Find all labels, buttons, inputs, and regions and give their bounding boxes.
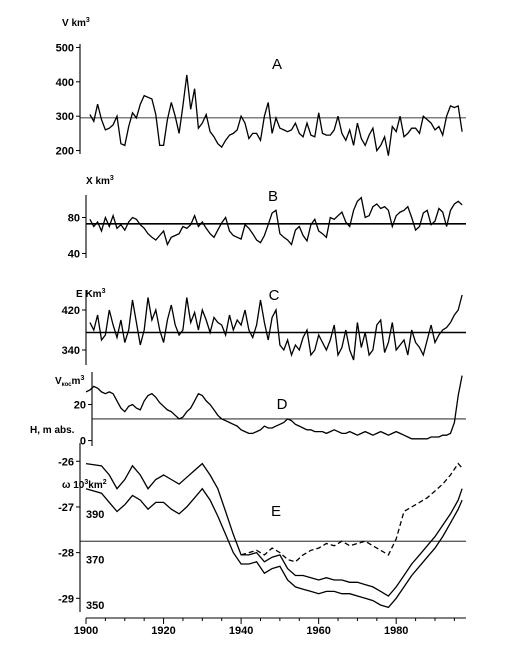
h-tick-label: 350 (86, 600, 104, 612)
y-tick-label: 420 (62, 305, 80, 317)
panel-a: 200 300 400 500 A (56, 42, 466, 158)
h-tick-label: 390 (86, 509, 104, 521)
y-tick-label: 500 (56, 42, 74, 54)
label-superscript: 3 (84, 479, 88, 486)
y-tick-label: -29 (58, 593, 74, 605)
y-tick-label: 40 (68, 249, 80, 261)
panel-c: 340 420 C (62, 287, 466, 365)
x-tick-label: 1940 (229, 625, 253, 637)
y-axis-title-d-secondary: H, m abs. (30, 425, 75, 436)
series-line-1 (89, 74, 463, 156)
h-tick-label: 370 (86, 554, 104, 566)
label-part: ω 10 (62, 480, 85, 491)
series-line-dashed (240, 462, 463, 563)
series-line-2 (85, 487, 463, 609)
y-tick-label: -27 (58, 502, 74, 514)
label-part: km (88, 480, 103, 491)
label-part: 3 (86, 17, 90, 24)
label-part: m (72, 376, 81, 387)
series-line-1 (89, 294, 463, 361)
y-tick-label: 340 (62, 345, 80, 357)
label-superscript: 3 (80, 375, 84, 382)
x-tick-label: 1900 (74, 625, 98, 637)
y-axis-title-e: ω 103km2 (62, 479, 107, 491)
y-tick-label: 300 (56, 111, 74, 123)
y-tick-label: 200 (56, 146, 74, 158)
panel-letter-d: D (277, 396, 288, 413)
y-tick-label: -28 (58, 548, 74, 560)
y-tick-label: 400 (56, 77, 74, 89)
label-part: E Km (76, 289, 102, 300)
panel-letter-c: C (269, 287, 280, 304)
x-tick-label: 1980 (384, 625, 408, 637)
label-subscript: кос (62, 382, 73, 388)
panel-letter-b: B (268, 188, 278, 205)
y-axis-title-b: X km3 (86, 175, 114, 187)
panel-letter-a: A (272, 56, 282, 73)
y-tick-label: -26 (58, 456, 74, 468)
label-superscript: 2 (103, 479, 107, 486)
panel-e: -29 -28 -27 -26 E (58, 443, 466, 612)
panel-d: 0 20 D (74, 372, 466, 448)
y-tick-label: 20 (74, 399, 86, 411)
panel-b: 40 80 B (68, 188, 466, 261)
label-part: X km (86, 176, 110, 187)
x-tick-label: 1920 (151, 625, 175, 637)
label-part: V km (62, 18, 86, 29)
y-axis-title-c: E Km3 (76, 288, 106, 300)
series-line-1 (89, 196, 463, 247)
x-tick-label: 1960 (306, 625, 330, 637)
y-tick-label: 0 (80, 436, 86, 448)
y-axis-title-a: V km3 (62, 17, 90, 29)
y-axis-title-d: Vкосm3 (55, 375, 84, 388)
series-line-1 (85, 462, 463, 597)
y-tick-label: 80 (68, 213, 80, 225)
label-part: 3 (110, 175, 114, 182)
label-part: 3 (102, 288, 106, 295)
label-part: V (55, 376, 62, 387)
series-line-1 (85, 375, 463, 440)
panel-letter-e: E (271, 503, 281, 520)
